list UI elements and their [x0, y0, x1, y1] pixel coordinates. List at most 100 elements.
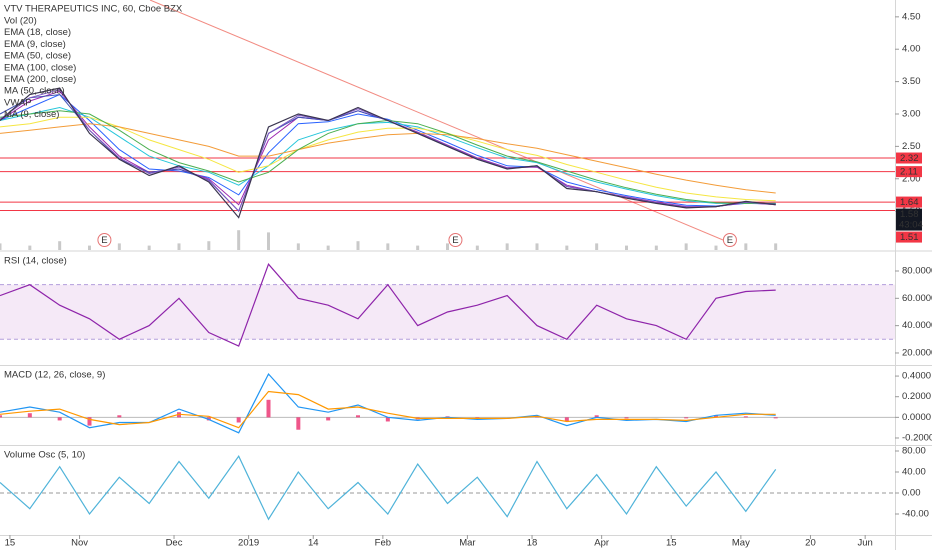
x-tick-label: Jun: [858, 538, 873, 549]
earnings-marker: [722, 233, 737, 247]
volume-bar: [386, 243, 390, 250]
pane-title: VTV THERAPEUTICS INC, 60, Cboe BZX: [4, 4, 183, 15]
x-tick-label: 15: [666, 538, 677, 549]
y-tick-label: 80.00: [902, 446, 926, 457]
histogram-bar: [0, 415, 2, 418]
x-tick-label: 15: [5, 538, 16, 549]
y-tick-label: 4.00: [902, 44, 921, 55]
volume-bar: [625, 245, 628, 250]
volume-bar: [654, 245, 658, 250]
y-tick-label: 0.0000: [902, 412, 931, 423]
indicator-line: [0, 116, 776, 202]
volume-bar: [684, 243, 688, 250]
y-tick-label: 3.50: [902, 76, 921, 87]
price-tag-label: 2.11: [900, 166, 918, 177]
countdown-label: 43:04: [899, 220, 923, 231]
volume-bar: [237, 230, 241, 250]
x-tick-label: Mar: [459, 538, 475, 549]
volume-bar: [207, 241, 211, 250]
indicator-line: [0, 90, 776, 208]
histogram-bar: [385, 417, 390, 422]
histogram-bar: [266, 399, 271, 418]
volume-bar: [744, 243, 748, 250]
y-tick-label: 3.00: [902, 109, 921, 120]
price-tag-label: 2.32: [900, 153, 919, 164]
volume-bar: [356, 241, 360, 250]
y-tick-label: 2.00: [902, 173, 921, 184]
x-tick-label: 2019: [238, 538, 259, 549]
y-tick-label: 20.0000: [902, 347, 932, 358]
volume-bar: [416, 245, 420, 250]
volume-bar: [267, 232, 270, 250]
y-tick-label: 0.2000: [902, 391, 931, 402]
histogram-bar: [57, 417, 62, 421]
y-tick-label: 0.4000: [902, 371, 931, 382]
price-tag: [896, 196, 922, 208]
volume-bar: [28, 245, 32, 250]
y-tick-label: 60.0000: [902, 293, 932, 304]
histogram-bar: [743, 416, 748, 418]
legend-entry: Vol (20): [4, 16, 37, 27]
x-tick-label: Nov: [71, 538, 88, 549]
volume-bar: [147, 245, 151, 250]
histogram-bar: [624, 417, 629, 419]
y-tick-label: 40.0000: [902, 320, 932, 331]
price-line: [0, 263, 776, 347]
volume-bar: [117, 243, 121, 250]
price-line: [0, 87, 776, 219]
histogram-bar: [684, 417, 689, 419]
histogram-bar: [117, 415, 122, 418]
x-tick-label: Feb: [375, 538, 391, 549]
x-tick-label: 18: [527, 538, 538, 549]
histogram-bar: [27, 413, 32, 418]
histogram-bar: [714, 415, 718, 418]
legend-entry: EMA (50, close): [4, 51, 71, 62]
volume-bar: [505, 243, 509, 250]
signal-line: [0, 390, 776, 429]
y-tick-label: -40.00: [902, 509, 929, 520]
earnings-label: E: [727, 235, 733, 246]
y-tick-label: 4.50: [902, 11, 921, 22]
earnings-label: E: [452, 235, 458, 246]
histogram-bar: [594, 415, 599, 418]
indicator-line: [0, 106, 776, 204]
volume-bar: [565, 245, 569, 250]
price-tag: [896, 208, 922, 231]
indicator-line: [0, 94, 776, 207]
histogram-bar: [773, 417, 778, 419]
price-line: [0, 455, 777, 521]
y-tick-label: 2.50: [902, 141, 921, 152]
histogram-bar: [564, 417, 569, 422]
price-tag: [896, 152, 922, 164]
volume-bar: [58, 241, 62, 250]
price-tag: [896, 231, 922, 243]
earnings-label: E: [101, 235, 107, 246]
x-tick-label: 14: [308, 538, 319, 549]
histogram-bar: [87, 417, 92, 426]
volume-bar: [88, 245, 91, 250]
legend-entry: MA (50, close): [4, 86, 65, 97]
histogram-bar: [356, 415, 360, 418]
y-tick-label: 0.00: [902, 488, 921, 499]
volume-bar: [714, 245, 718, 250]
histogram-bar: [326, 417, 331, 421]
indicator-line: [0, 88, 776, 213]
pane-title: RSI (14, close): [4, 256, 67, 267]
histogram-bar: [236, 417, 241, 423]
legend-entry: EMA (100, close): [4, 62, 76, 73]
volume-bar: [0, 243, 2, 250]
x-tick-label: May: [732, 538, 750, 549]
price-tag: [896, 166, 922, 178]
pane-title: MACD (12, 26, close, 9): [4, 370, 105, 381]
x-tick-label: 20: [805, 538, 816, 549]
price-tag-label: 1.51: [900, 232, 919, 243]
trend-line: [149, 0, 736, 246]
volume-bar: [774, 243, 778, 250]
legend-entry: VWAP: [4, 97, 32, 108]
price-tag-label: 1.58: [900, 209, 919, 220]
legend-entry: MA (9, close): [4, 109, 59, 120]
volume-bar: [296, 243, 300, 250]
volume-bar: [446, 243, 449, 250]
y-tick-label: -0.2000: [902, 432, 932, 443]
